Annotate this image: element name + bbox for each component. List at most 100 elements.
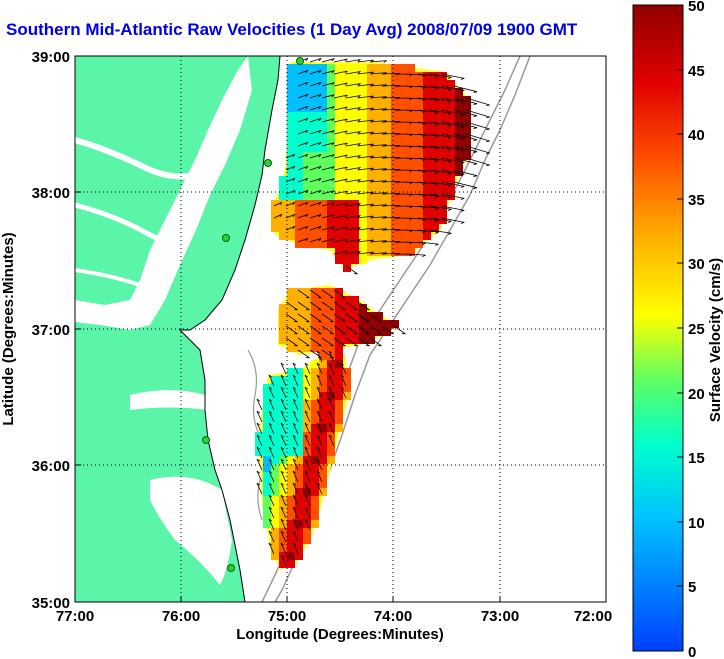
velocity-cell [375, 144, 383, 152]
velocity-cell [327, 224, 335, 232]
velocity-arrow-head [331, 238, 335, 242]
velocity-arrow [417, 241, 439, 245]
velocity-arrow [292, 434, 299, 447]
velocity-cell [415, 232, 423, 240]
velocity-arrow-head [447, 160, 452, 163]
velocity-arrow-head [305, 154, 309, 158]
velocity-arrow [333, 250, 348, 255]
velocity-cell [319, 480, 327, 488]
velocity-cell [335, 376, 343, 384]
velocity-cell [335, 160, 343, 168]
velocity-cell [383, 168, 391, 176]
velocity-cell [415, 104, 423, 112]
velocity-cell [279, 200, 287, 208]
velocity-cell [391, 216, 399, 224]
velocity-cell [263, 400, 271, 408]
velocity-cell [287, 192, 295, 200]
velocity-arrow-head [268, 410, 273, 414]
velocity-arrow [405, 133, 426, 136]
velocity-cell [423, 232, 431, 240]
velocity-cell [263, 432, 271, 440]
velocity-arrow [357, 167, 374, 171]
velocity-cell [311, 384, 319, 392]
velocity-arrow-head [304, 434, 309, 438]
velocity-arrow [285, 325, 298, 335]
velocity-arrow [453, 157, 478, 165]
velocity-cell [319, 72, 327, 80]
velocity-arrow [405, 121, 426, 124]
velocity-cell [263, 520, 271, 528]
velocity-cell [423, 88, 431, 96]
velocity-arrow-head [460, 162, 465, 164]
velocity-arrow [309, 58, 322, 63]
colorbar-label: Surface Velocity (cm/s) [707, 258, 724, 422]
colorbar-tick-label: 10 [688, 515, 705, 532]
velocity-cell [391, 224, 399, 232]
velocity-cell [311, 320, 319, 328]
velocity-cell [263, 408, 271, 416]
velocity-arrow-head [357, 131, 361, 134]
velocity-arrow-head [344, 202, 348, 206]
velocity-cell [295, 240, 303, 248]
velocity-arrow [321, 313, 334, 323]
velocity-arrow-head [460, 138, 465, 140]
velocity-cell [311, 472, 319, 480]
velocity-cell [343, 368, 351, 376]
velocity-cell [359, 216, 367, 224]
velocity-cell [455, 160, 463, 168]
velocity-arrow [297, 201, 309, 207]
velocity-arrow [309, 130, 322, 135]
velocity-arrow [369, 84, 387, 87]
velocity-arrow-head [422, 122, 426, 125]
colorbar-tick-label: 40 [688, 127, 705, 144]
velocity-cell [359, 152, 367, 160]
velocity-arrow [321, 58, 335, 63]
velocity-arrow-head [305, 94, 309, 98]
velocity-cell [415, 240, 423, 248]
velocity-cell [303, 232, 311, 240]
velocity-cell [399, 112, 407, 120]
velocity-cell [335, 216, 343, 224]
velocity-arrow [381, 72, 400, 75]
velocity-arrow [465, 133, 490, 142]
velocity-arrow [357, 215, 374, 219]
velocity-arrow [465, 109, 490, 118]
velocity-cell [399, 120, 407, 128]
velocity-arrow [357, 227, 374, 231]
velocity-cell [311, 216, 319, 224]
velocity-arrow [285, 165, 296, 171]
velocity-arrow-head [473, 103, 478, 105]
velocity-cell [327, 200, 335, 208]
velocity-cell [351, 312, 359, 320]
velocity-cell [359, 96, 367, 104]
velocity-cell [295, 528, 303, 536]
velocity-arrow [304, 470, 311, 483]
velocity-cell [359, 200, 367, 208]
velocity-cell [311, 448, 319, 456]
velocity-arrow-head [447, 88, 452, 91]
velocity-arrow [417, 157, 439, 161]
velocity-arrow-head [305, 106, 309, 110]
velocity-arrow-head [344, 250, 348, 254]
velocity-cell [327, 128, 335, 136]
velocity-arrow-head [328, 398, 333, 402]
velocity-arrow [285, 189, 296, 195]
velocity-cell [439, 200, 447, 208]
velocity-cell [407, 112, 415, 120]
velocity-cell [271, 488, 279, 496]
velocity-cell [343, 128, 351, 136]
velocity-cell [287, 88, 295, 96]
velocity-cell [359, 160, 367, 168]
velocity-cell [319, 216, 327, 224]
velocity-cell [343, 320, 351, 328]
velocity-arrow [357, 83, 374, 87]
velocity-cell [335, 416, 343, 424]
velocity-cell [319, 112, 327, 120]
velocity-cell [327, 440, 335, 448]
velocity-cell [295, 232, 303, 240]
velocity-arrow-head [328, 410, 333, 414]
velocity-cell [319, 384, 327, 392]
velocity-arrow-head [344, 142, 348, 146]
velocity-cell [287, 424, 295, 432]
